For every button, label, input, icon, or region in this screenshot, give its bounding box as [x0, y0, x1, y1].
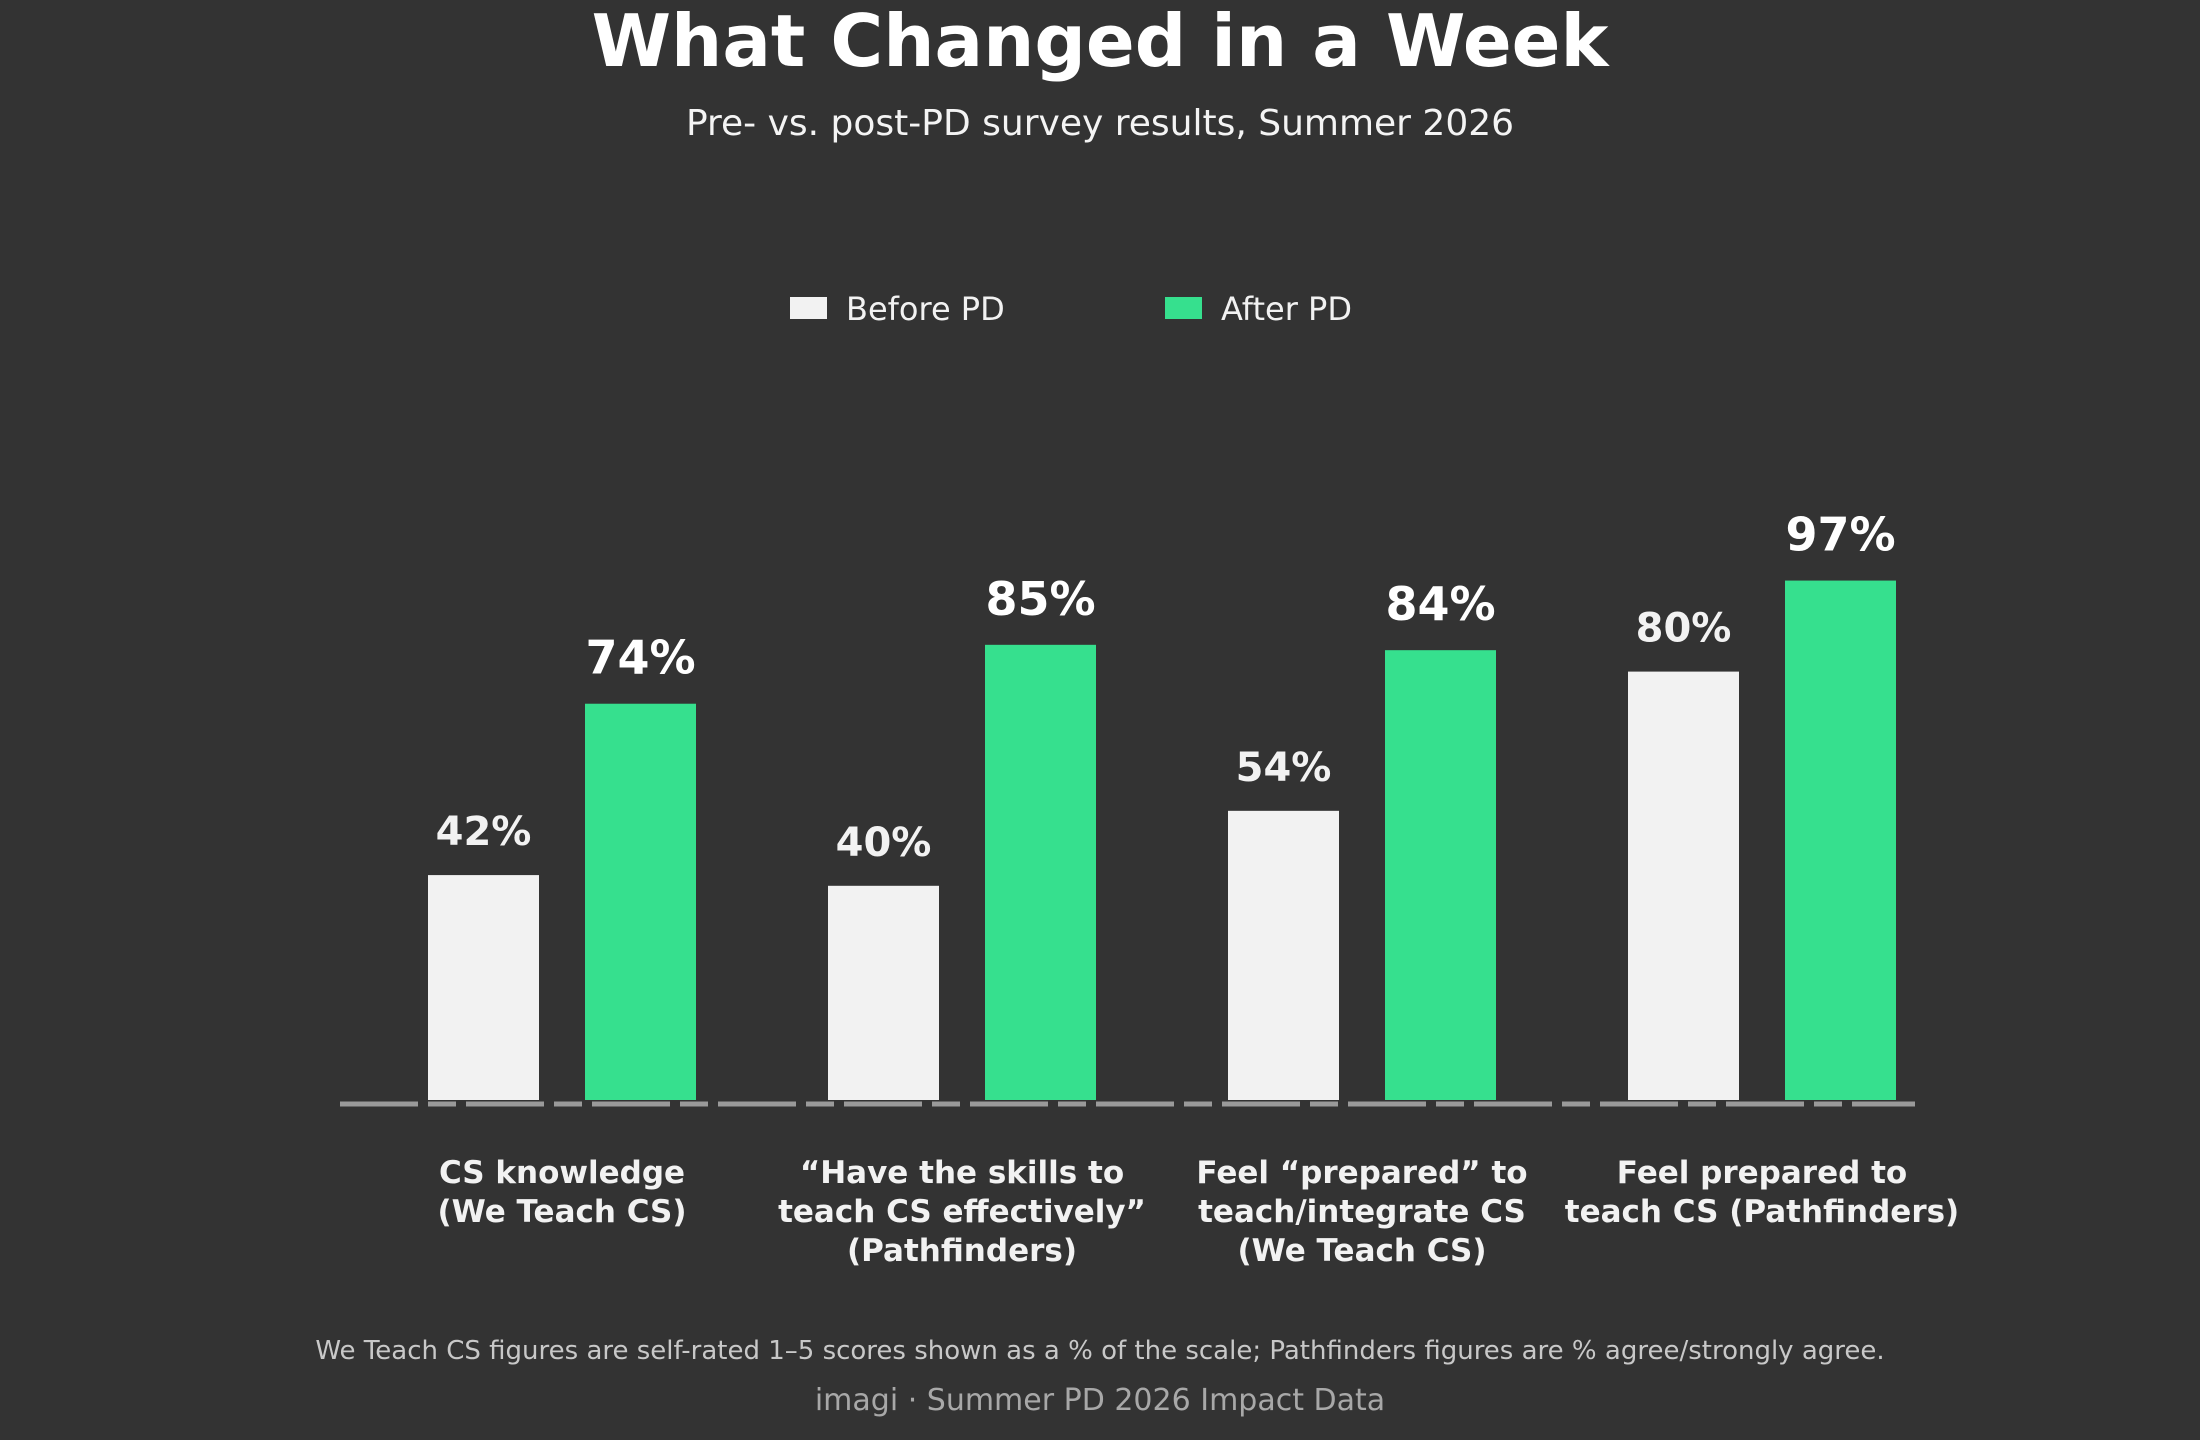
- bar-after-2: [985, 644, 1096, 1100]
- value-label-before-4: 80%: [1636, 606, 1732, 652]
- bar-before-3: [1228, 810, 1339, 1100]
- category-label-1-line-1: CS knowledge: [439, 1155, 685, 1191]
- value-label-after-2: 85%: [985, 572, 1095, 626]
- category-label-2-line-1: “Have the skills to: [800, 1155, 1124, 1191]
- value-label-before-2: 40%: [836, 820, 932, 866]
- chart-title: What Changed in a Week: [591, 0, 1609, 83]
- value-label-after-1: 74%: [585, 631, 695, 685]
- category-label-4-line-2: teach CS (Pathfinders): [1565, 1194, 1959, 1230]
- category-label-3-line-2: teach/integrate CS: [1198, 1194, 1526, 1230]
- credit-line: imagi · Summer PD 2026 Impact Data: [814, 1383, 1386, 1418]
- value-label-after-4: 97%: [1785, 508, 1895, 562]
- bar-before-4: [1628, 671, 1739, 1100]
- chart-subtitle: Pre- vs. post-PD survey results, Summer …: [685, 103, 1515, 144]
- category-label-4-line-1: Feel prepared to: [1617, 1155, 1907, 1191]
- bar-after-1: [585, 703, 696, 1100]
- legend-swatch-before: [790, 297, 827, 319]
- value-label-after-3: 84%: [1385, 577, 1495, 631]
- legend-label-after: After PD: [1221, 290, 1352, 328]
- category-label-3-line-1: Feel “prepared” to: [1196, 1155, 1527, 1191]
- legend-label-before: Before PD: [846, 290, 1005, 328]
- category-label-1-line-2: (We Teach CS): [437, 1194, 686, 1230]
- value-label-before-1: 42%: [436, 809, 532, 855]
- bar-before-1: [428, 875, 539, 1100]
- footnote: We Teach CS figures are self-rated 1–5 s…: [315, 1336, 1885, 1366]
- category-label-2-line-2: teach CS effectively”: [778, 1194, 1146, 1230]
- legend-swatch-after: [1165, 297, 1202, 319]
- bar-after-3: [1385, 650, 1496, 1100]
- bar-after-4: [1785, 580, 1896, 1100]
- bar-before-2: [828, 885, 939, 1100]
- category-label-3-line-3: (We Teach CS): [1237, 1233, 1486, 1269]
- category-label-2-line-3: (Pathfinders): [847, 1233, 1077, 1269]
- value-label-before-3: 54%: [1236, 745, 1332, 791]
